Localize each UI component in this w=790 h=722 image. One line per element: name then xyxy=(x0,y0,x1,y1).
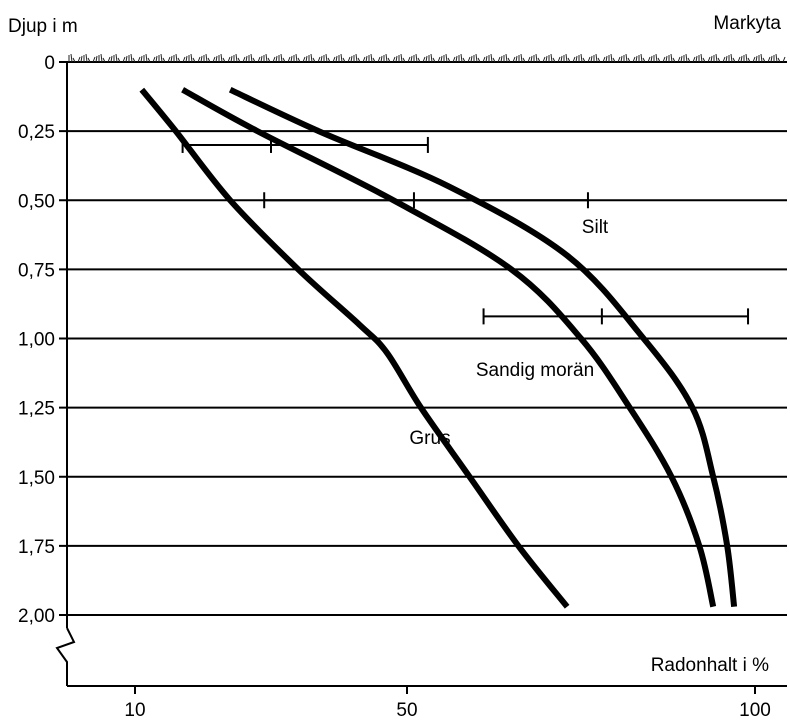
gridlines xyxy=(67,130,787,616)
series-lines xyxy=(139,86,738,609)
axis-break-mark xyxy=(55,627,76,686)
series-label: Grus xyxy=(409,428,450,449)
y-tick-label: 0,75 xyxy=(18,260,55,281)
x-axis-title: Radonhalt i % xyxy=(651,655,769,676)
series-labels: Grus Sandig morän Silt xyxy=(409,217,609,449)
series-label: Silt xyxy=(582,217,609,238)
surface-label: Markyta xyxy=(713,13,781,34)
y-tick-labels: 0 0,25 0,50 0,75 1,00 1,25 1,50 1,75 2,00 xyxy=(18,53,67,627)
x-ticks: 10 50 100 xyxy=(124,686,771,721)
y-tick-label: 1,75 xyxy=(18,537,55,558)
y-tick-label: 0,50 xyxy=(18,191,55,212)
y-tick-label: 0,25 xyxy=(18,122,55,143)
grass-texture xyxy=(68,53,786,63)
series-line-grus xyxy=(139,87,570,609)
y-tick-label: 2,00 xyxy=(18,606,55,627)
y-tick-label: 1,50 xyxy=(18,468,55,489)
series-line-silt xyxy=(228,86,738,608)
ground-surface-grass xyxy=(67,53,787,63)
x-tick-label: 50 xyxy=(396,700,417,721)
y-axis-title: Djup i m xyxy=(8,16,78,37)
series-line-sandig-mor-n xyxy=(181,87,717,608)
y-tick-label: 0 xyxy=(44,53,55,74)
y-tick-label: 1,25 xyxy=(18,399,55,420)
y-tick-label: 1,00 xyxy=(18,330,55,351)
x-tick-label: 10 xyxy=(124,700,145,721)
x-tick-label: 100 xyxy=(739,700,771,721)
error-bars xyxy=(181,136,750,325)
series-label: Sandig morän xyxy=(476,360,594,381)
